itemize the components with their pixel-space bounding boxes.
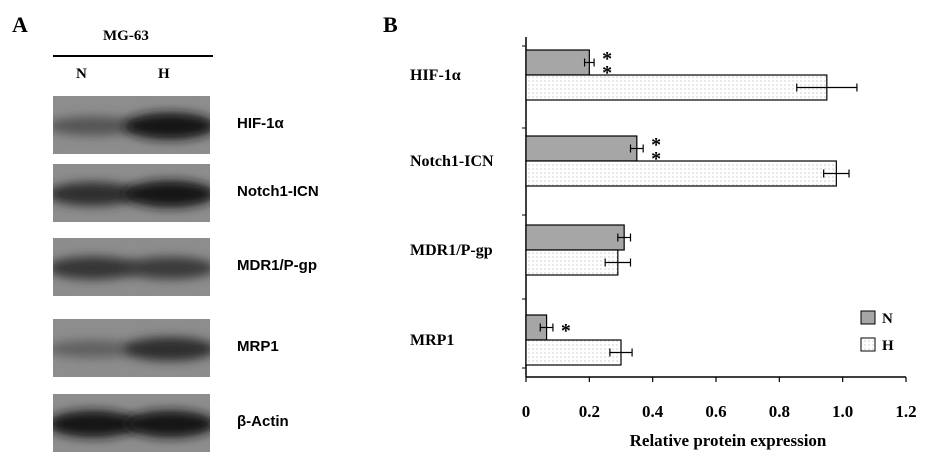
cell-line-underline <box>53 55 213 57</box>
blot-label: β-Actin <box>237 413 289 430</box>
blot-strip <box>53 394 210 452</box>
x-axis-label: Relative protein expression <box>630 431 827 450</box>
panel-b-letter: B <box>383 12 398 37</box>
x-tick-label: 0.6 <box>705 402 726 421</box>
bar-n <box>525 49 590 76</box>
x-tick-label: 1.0 <box>832 402 853 421</box>
band-h <box>124 337 210 361</box>
blot-strip <box>53 164 210 222</box>
bar-h <box>525 160 837 187</box>
x-tick-label: 1.2 <box>895 402 916 421</box>
band-h <box>124 410 210 438</box>
lane-label-n: N <box>76 66 87 82</box>
significance-mark: * <box>651 148 661 170</box>
band-n <box>53 256 139 280</box>
x-tick-label: 0.2 <box>579 402 600 421</box>
legend-swatch-h <box>860 337 876 352</box>
legend-swatch-n <box>860 310 876 325</box>
panel-a-letter: A <box>12 12 28 37</box>
band-h <box>124 180 210 208</box>
blot-strip <box>53 96 210 154</box>
blot-label: Notch1-ICN <box>237 183 319 200</box>
bar-n <box>525 135 638 162</box>
band-n <box>53 410 139 438</box>
blot-label: HIF-1α <box>237 115 284 132</box>
legend-label-h: H <box>882 338 894 354</box>
x-tick-label: 0 <box>522 402 531 421</box>
legend-label-n: N <box>882 311 893 327</box>
band-n <box>53 182 139 206</box>
band-h <box>124 112 210 140</box>
category-label: MDR1/P-gp <box>410 242 493 259</box>
significance-mark: * <box>602 62 612 84</box>
blot-label: MDR1/P-gp <box>237 257 317 274</box>
significance-mark: * <box>561 320 571 342</box>
band-n <box>53 116 139 136</box>
bar-h <box>525 74 828 101</box>
cell-line-label: MG-63 <box>103 28 149 44</box>
category-label: MRP1 <box>410 332 454 349</box>
band-h <box>124 256 210 280</box>
blot-strip <box>53 319 210 377</box>
x-tick-label: 0.8 <box>769 402 790 421</box>
x-tick-label: 0.4 <box>642 402 664 421</box>
category-label: Notch1-ICN <box>410 153 494 170</box>
bar-h <box>525 249 619 276</box>
category-label: HIF-1α <box>410 67 461 84</box>
blot-label: MRP1 <box>237 338 279 355</box>
bar-h <box>525 339 622 366</box>
bar-n <box>525 224 625 251</box>
lane-label-h: H <box>158 66 170 82</box>
significance-mark: * <box>651 134 661 156</box>
significance-mark: * <box>602 48 612 70</box>
band-n <box>53 340 139 358</box>
blot-strip <box>53 238 210 296</box>
